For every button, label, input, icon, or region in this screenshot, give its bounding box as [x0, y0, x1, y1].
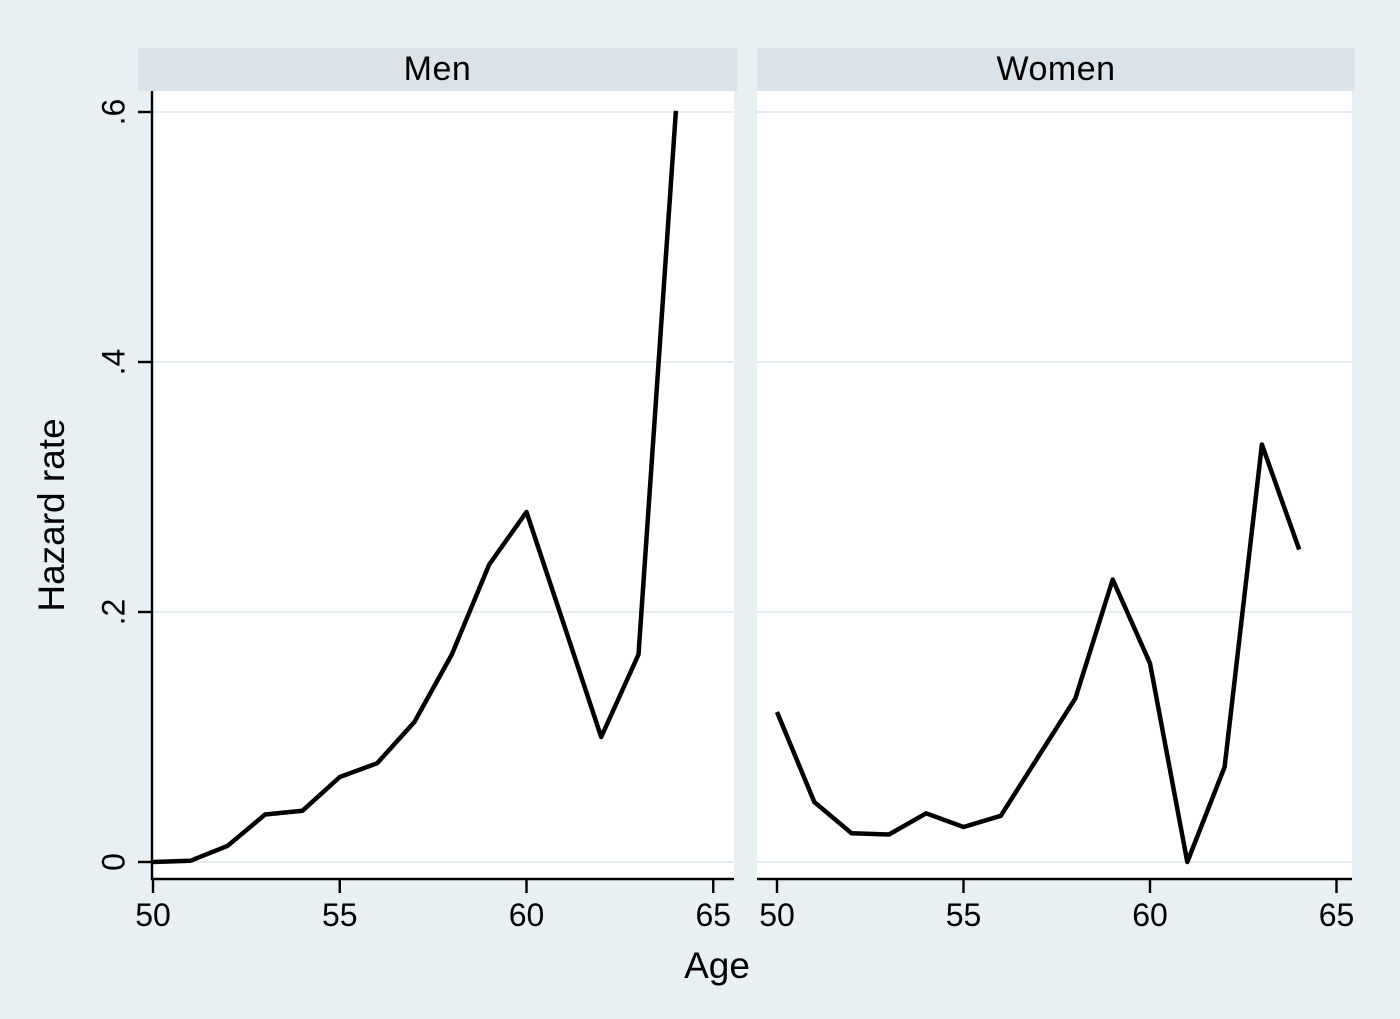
y-axis-title: Hazard rate: [31, 418, 72, 612]
plot-area-men: [152, 91, 734, 879]
y-tick-label-0.2: .2: [95, 599, 131, 626]
x-tick-label-women-55: 55: [946, 897, 982, 933]
panel-header-women: Women: [757, 48, 1355, 91]
x-tick-label-men-50: 50: [135, 897, 171, 933]
y-tick-label-0.4: .4: [95, 349, 131, 376]
y-tick-label-0.6: .6: [95, 99, 131, 126]
panel-title-men: Men: [403, 50, 472, 88]
x-axis-title: Age: [684, 945, 750, 986]
plot-area-women: [757, 91, 1352, 879]
x-tick-label-men-55: 55: [322, 897, 358, 933]
y-tick-label-0: 0: [95, 853, 131, 871]
panel-title-women: Women: [996, 50, 1116, 88]
series-line-men: [152, 110, 679, 865]
series-line-women: [774, 442, 1302, 865]
x-tick-label-men-65: 65: [695, 897, 731, 933]
x-tick-label-women-50: 50: [759, 897, 795, 933]
x-tick-label-women-60: 60: [1132, 897, 1168, 933]
x-tick-label-women-65: 65: [1319, 897, 1355, 933]
panel-header-men: Men: [138, 48, 737, 91]
x-tick-label-men-60: 60: [509, 897, 545, 933]
